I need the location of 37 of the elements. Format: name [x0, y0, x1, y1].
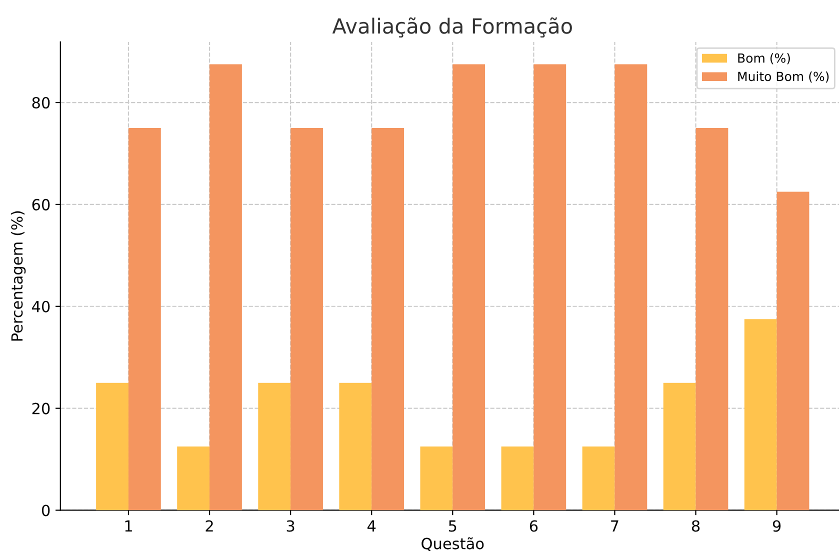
bar: [420, 446, 453, 510]
y-tick-label: 40: [32, 300, 50, 312]
bar: [96, 382, 128, 510]
bar: [696, 128, 728, 510]
x-tick-label: 8: [692, 520, 700, 532]
bar: [501, 446, 534, 510]
x-axis-title: Questão: [422, 537, 484, 551]
bar: [372, 128, 404, 510]
x-tick-label: 5: [448, 520, 456, 532]
bar: [339, 382, 372, 510]
legend-label: Bom (%): [738, 53, 790, 64]
y-tick-label: 60: [32, 198, 50, 210]
bar: [614, 64, 648, 510]
chart-title: Avaliação da Formação: [332, 17, 572, 38]
y-axis-title: Percentagem (%): [10, 211, 26, 341]
y-tick-label: 20: [32, 402, 50, 414]
x-tick-label: 9: [772, 520, 781, 532]
bar: [177, 446, 210, 510]
x-tick-label: 7: [611, 520, 618, 532]
bar: [663, 382, 696, 510]
x-tick-label: 2: [206, 520, 213, 532]
x-tick-label: 6: [530, 520, 538, 532]
legend-label: Muito Bom (%): [738, 71, 829, 83]
x-tick-label: 1: [125, 520, 132, 532]
bar: [128, 128, 161, 510]
bar: [744, 319, 777, 510]
bar: [210, 64, 242, 510]
y-tick-label: 80: [32, 96, 50, 109]
bar: [582, 446, 615, 510]
y-tick-label: 0: [42, 504, 50, 516]
bar: [290, 128, 323, 510]
x-tick-label: 4: [367, 520, 376, 532]
bar: [452, 64, 486, 510]
bar: [534, 64, 566, 510]
bar: [776, 192, 810, 510]
x-tick-label: 3: [286, 520, 294, 532]
bar: [258, 382, 291, 510]
